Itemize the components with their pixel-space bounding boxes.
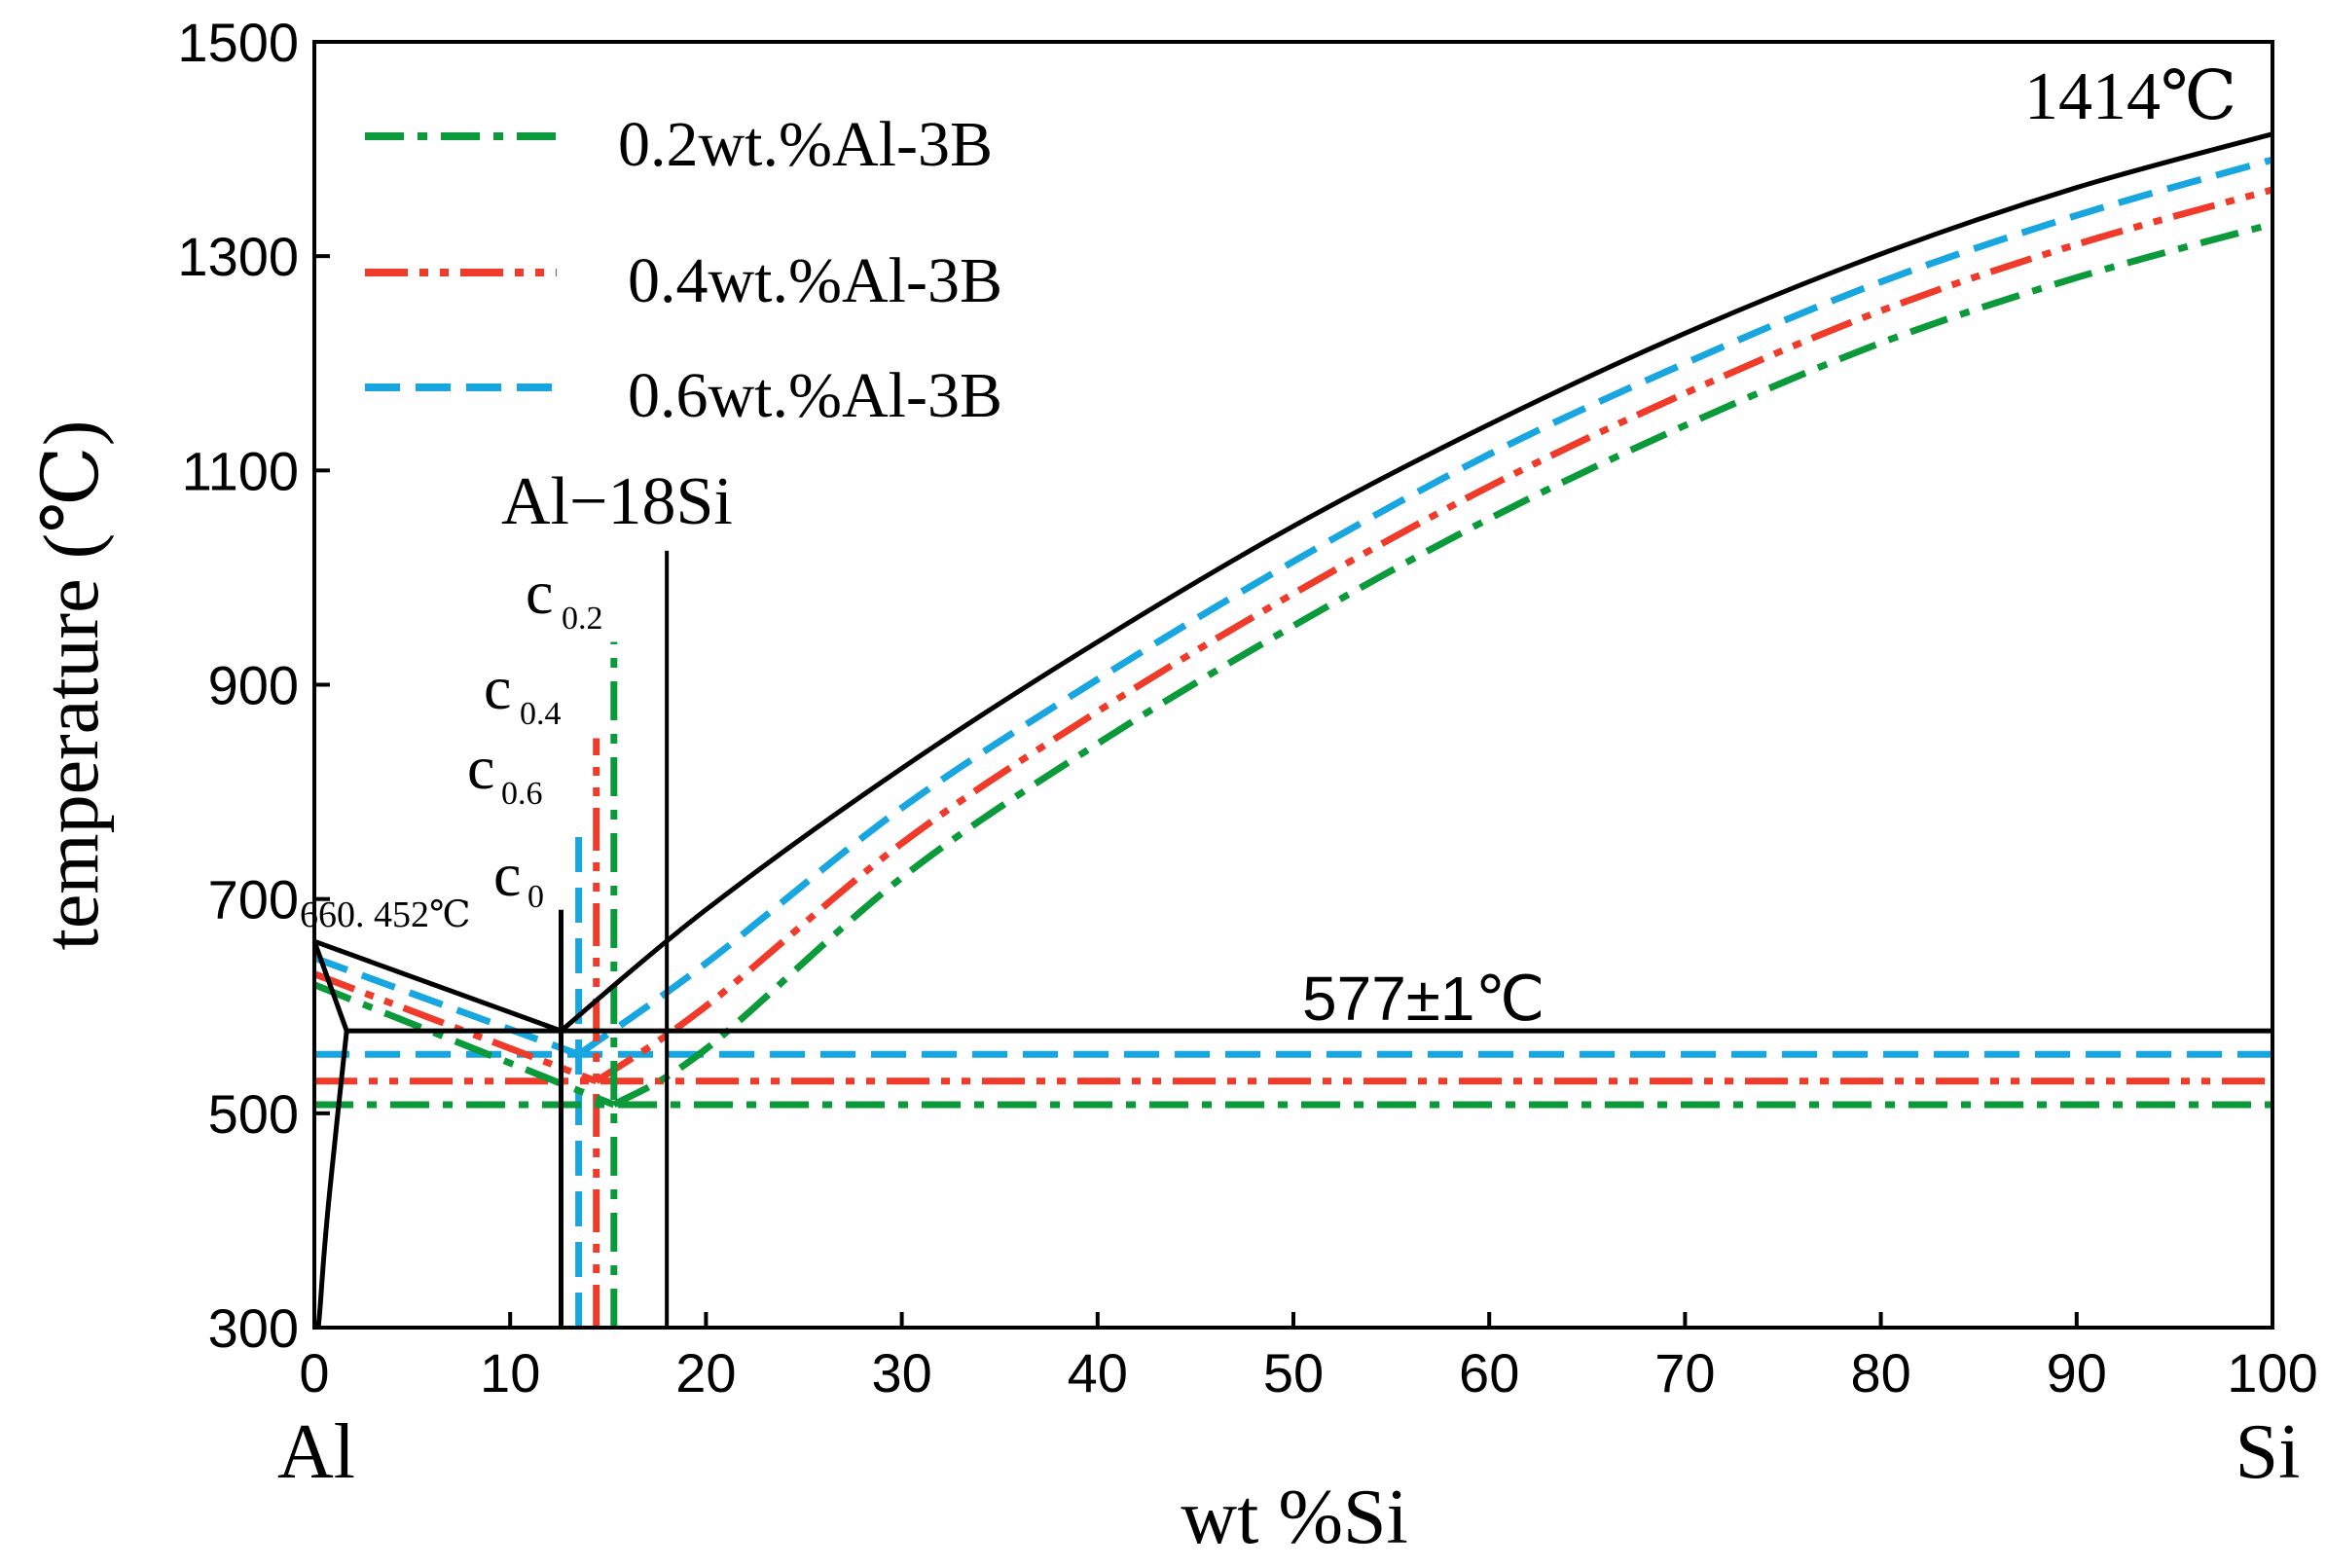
x-tick-label-70: 70 <box>1654 1342 1715 1404</box>
alloy-composition-label: Al−18Si <box>501 464 733 539</box>
x-tick-label-60: 60 <box>1459 1342 1519 1404</box>
c04-sub: 0.4 <box>520 696 562 732</box>
y-tick-label-1500: 1500 <box>177 12 299 73</box>
c0-sub: 0 <box>527 879 544 915</box>
y-tick-label-1300: 1300 <box>177 226 299 287</box>
legend-label-0.6wt: 0.6wt.%Al-3B <box>628 360 1002 431</box>
x-end-label-si: Si <box>2235 1409 2301 1495</box>
x-tick-label-80: 80 <box>1850 1342 1910 1404</box>
0.4wt.%Al-3B-liquidus-si-side <box>594 186 2273 1084</box>
legend-label-0.4wt: 0.4wt.%Al-3B <box>628 245 1002 316</box>
x-axis-label: wt %Si <box>1181 1475 1407 1560</box>
x-end-label-al: Al <box>277 1409 355 1495</box>
c0-base: c <box>493 840 521 909</box>
legend-label-0.2wt: 0.2wt.%Al-3B <box>618 109 993 180</box>
y-tick-label-500: 500 <box>208 1083 299 1145</box>
c02-sub: 0.2 <box>562 601 603 637</box>
c06-sub: 0.6 <box>501 776 543 812</box>
x-tick-label-10: 10 <box>480 1342 540 1404</box>
x-tick-label-90: 90 <box>2047 1342 2107 1404</box>
x-tick-label-0: 0 <box>299 1342 329 1404</box>
0.2wt.%Al-3B-liquidus-si-side <box>611 220 2273 1109</box>
series-0.6wt.%Al-3B <box>312 156 2273 1328</box>
y-tick-label-900: 900 <box>208 655 299 716</box>
0.4wt.%Al-3B-liquidus-al-side <box>312 970 598 1085</box>
y-axis-label: temperature (℃) <box>29 420 115 951</box>
Al-Si-liquidus-si-side <box>559 131 2273 1034</box>
si-melting-label: 1414℃ <box>2024 59 2236 134</box>
c0-label: c 0 <box>493 840 544 915</box>
c02-base: c <box>526 558 553 627</box>
y-tick-label-700: 700 <box>208 869 299 930</box>
x-tick-label-50: 50 <box>1263 1342 1324 1404</box>
series-0.2wt.%Al-3B <box>312 220 2273 1328</box>
0.6wt.%Al-3B-liquidus-si-side <box>576 156 2273 1058</box>
Al-Si-solvus <box>315 1030 349 1329</box>
legend: 0.2wt.%Al-3B 0.4wt.%Al-3B 0.6wt.%Al-3B <box>365 109 1002 431</box>
c02-label: c 0.2 <box>526 558 603 637</box>
c06-label: c 0.6 <box>467 733 543 812</box>
x-tick-label-30: 30 <box>871 1342 931 1404</box>
y-tick-label-1100: 1100 <box>182 440 299 501</box>
x-tick-label-40: 40 <box>1068 1342 1128 1404</box>
Al-Si-solidus <box>311 940 349 1032</box>
series-layer <box>311 131 2273 1329</box>
c04-label: c 0.4 <box>484 653 562 732</box>
Al-Si-liquidus-al-side <box>313 938 563 1034</box>
x-tick-label-20: 20 <box>675 1342 736 1404</box>
x-tick-label-100: 100 <box>2227 1342 2317 1404</box>
eutectic-temperature-label: 577±1℃ <box>1302 964 1545 1034</box>
c06-base: c <box>467 733 494 802</box>
0.6wt.%Al-3B-liquidus-al-side <box>312 954 580 1058</box>
al-melting-label: 660. 452℃ <box>300 894 471 935</box>
y-tick-label-300: 300 <box>208 1297 299 1359</box>
0.2wt.%Al-3B-liquidus-al-side <box>312 981 616 1109</box>
c04-base: c <box>484 653 511 722</box>
tick-layer: 0 10 20 30 40 50 60 70 80 90 100 300 500 700 900 1100 13… <box>177 12 2317 1404</box>
